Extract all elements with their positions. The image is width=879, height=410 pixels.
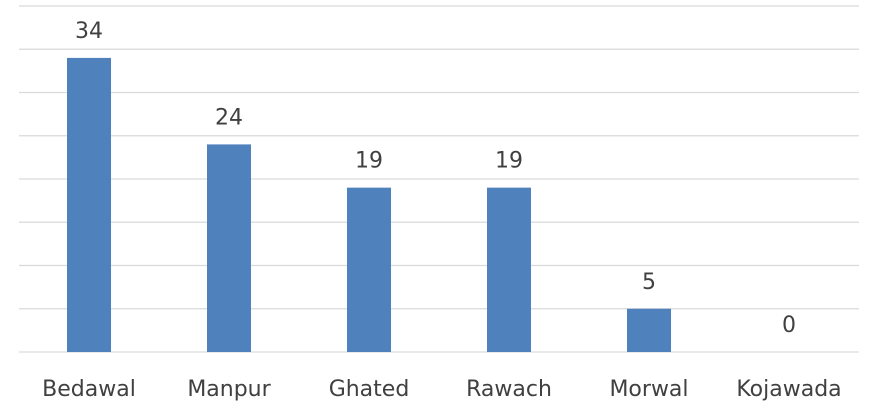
bar: [487, 187, 531, 352]
value-label: 24: [215, 105, 243, 130]
x-tick-label: Bedawal: [42, 377, 136, 402]
x-tick-label: Manpur: [187, 377, 271, 402]
x-tick-label: Morwal: [609, 377, 688, 402]
value-label: 5: [642, 270, 656, 295]
bar: [207, 144, 251, 352]
value-label: 19: [495, 149, 523, 174]
value-label: 34: [75, 19, 103, 44]
bar: [627, 308, 671, 352]
bar: [67, 57, 111, 353]
value-label: 0: [782, 313, 796, 338]
x-tick-label: Ghated: [329, 377, 410, 402]
x-tick-label: Kojawada: [736, 377, 841, 402]
bar: [347, 187, 391, 352]
x-tick-label: Rawach: [466, 377, 552, 402]
value-label: 19: [355, 149, 383, 174]
